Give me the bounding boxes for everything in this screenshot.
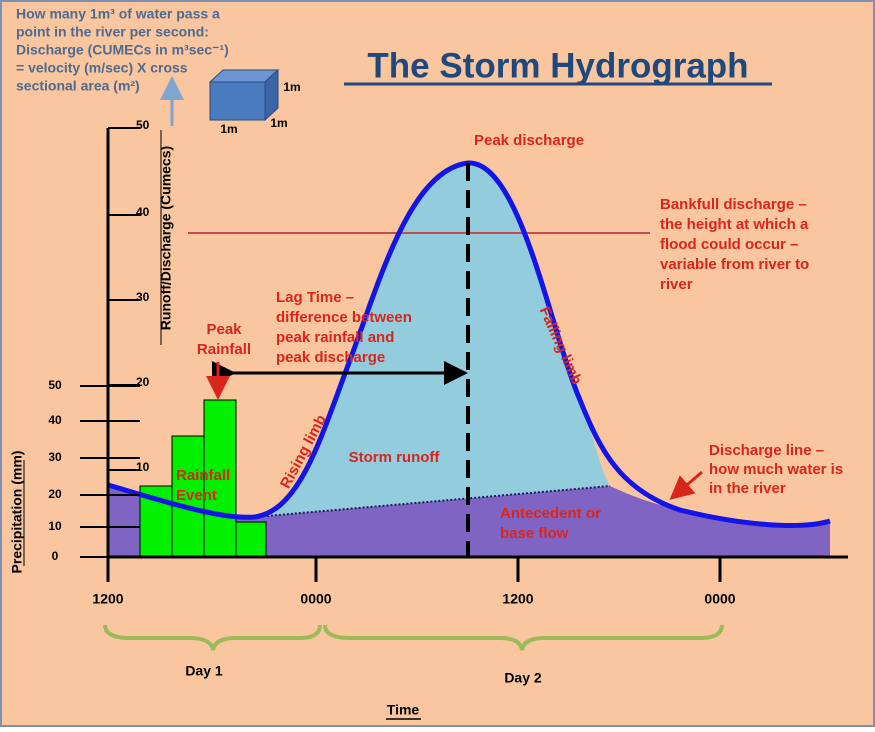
precip-tick-label: 10 <box>48 519 62 533</box>
discharge-tick-label: 40 <box>136 205 150 219</box>
precip-tick-label: 30 <box>48 450 62 464</box>
annotation: base flow <box>500 525 569 542</box>
axes <box>106 128 848 582</box>
annotation: Storm runoff <box>349 449 441 466</box>
time-tick-label: 1200 <box>502 591 533 607</box>
annotation: Peak <box>206 321 242 338</box>
definition-line: point in the river per second: <box>16 24 209 40</box>
definition-line: sectional area (m²) <box>16 78 140 94</box>
discharge-axis-label: Runoff/Discharge (Cumecs) <box>158 146 174 330</box>
rainfall-bars <box>139 399 267 558</box>
separation-line <box>254 485 611 518</box>
time-tick-label: 0000 <box>704 591 735 607</box>
discharge-tick-label: 30 <box>136 290 150 304</box>
annotation: variable from river to <box>660 256 809 273</box>
rain-bar <box>235 521 267 558</box>
cube-label: 1m <box>220 122 237 136</box>
annotation: Discharge line – <box>709 442 824 459</box>
annotation: difference between <box>276 309 412 326</box>
annotation: river <box>660 276 693 293</box>
definition-line: Discharge (CUMECs in m³sec⁻¹) <box>16 42 229 58</box>
annotation: Bankfull discharge – <box>660 196 807 213</box>
cube <box>208 68 280 122</box>
precip-tick-label: 0 <box>52 549 59 563</box>
discharge-arrow <box>669 470 703 500</box>
annotation: Event <box>176 487 217 504</box>
discharge-tick-label: 50 <box>136 118 150 132</box>
precip-tick-label: 20 <box>48 487 62 501</box>
time-tick-label: 1200 <box>92 591 123 607</box>
rain-bar <box>171 435 205 558</box>
annotation: how much water is <box>709 461 843 478</box>
annotation: peak discharge <box>276 349 385 366</box>
discharge-tick-label: 10 <box>136 460 150 474</box>
time-label: Time <box>387 702 420 718</box>
discharge-tick-label: 20 <box>136 375 150 389</box>
cube-label: 1m <box>270 116 287 130</box>
day2-brace <box>323 624 724 651</box>
day-label: Day 1 <box>185 663 223 679</box>
precip-tick-label: 40 <box>48 413 62 427</box>
storm-runoff-area <box>255 162 610 517</box>
day-label: Day 2 <box>504 670 542 686</box>
definition-line: = velocity (m/sec) X cross <box>16 60 188 76</box>
annotation: peak rainfall and <box>276 329 394 346</box>
annotation: the height at which a <box>660 216 809 233</box>
definition-line: How many 1m³ of water pass a <box>16 6 220 22</box>
cube-label: 1m <box>283 80 300 94</box>
annotation: Lag Time – <box>276 289 354 306</box>
annotation: Rainfall <box>176 467 230 484</box>
precip-axis-label: Precipitation (mm) <box>9 451 25 574</box>
day1-brace <box>103 624 322 651</box>
annotation: Rainfall <box>197 341 251 358</box>
annotation: Antecedent or <box>500 505 601 522</box>
annotation: flood could occur – <box>660 236 798 253</box>
time-tick-label: 0000 <box>300 591 331 607</box>
precip-tick-label: 50 <box>48 378 62 392</box>
annotation: Peak discharge <box>474 132 584 149</box>
title: The Storm Hydrograph <box>367 46 748 85</box>
annotation: in the river <box>709 480 786 497</box>
